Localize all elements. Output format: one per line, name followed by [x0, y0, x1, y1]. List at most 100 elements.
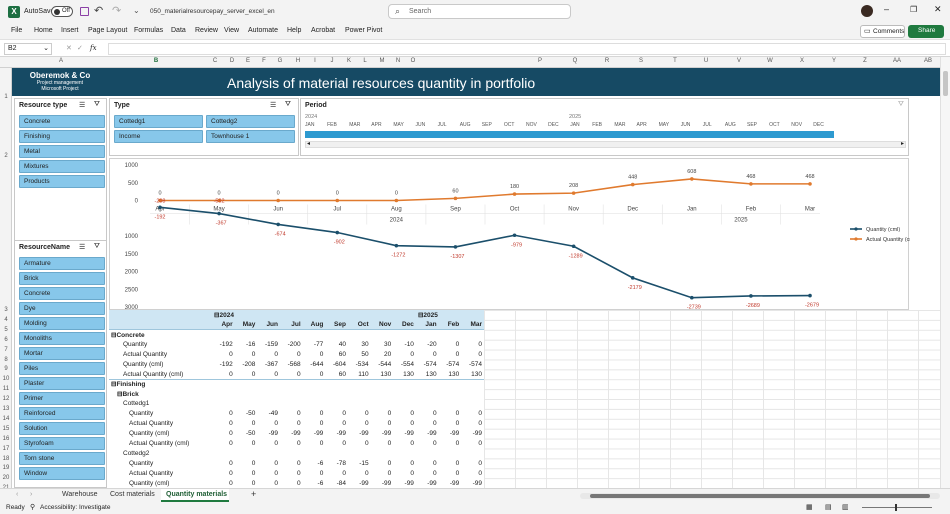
timeline-month[interactable]: OCT	[503, 122, 515, 128]
pivot-value-cell[interactable]: 0	[274, 459, 278, 467]
pivot-year-cell[interactable]: ⊟2024	[214, 311, 234, 319]
slicer-item-finishing[interactable]: Finishing	[19, 130, 105, 143]
pivot-value-cell[interactable]	[302, 329, 326, 340]
file-name[interactable]: 050_materialresourcepay_server_excel_en	[150, 8, 275, 15]
pivot-value-cell[interactable]	[257, 329, 280, 340]
function-icon[interactable]: fx	[90, 44, 97, 52]
column-header[interactable]: V	[736, 58, 741, 64]
pivot-value-cell[interactable]: -20	[427, 341, 437, 349]
pivot-value-cell[interactable]: -99	[449, 479, 460, 487]
slicer-item-dye[interactable]: Dye	[19, 302, 105, 315]
pivot-value-cell[interactable]: -99	[472, 430, 482, 438]
pivot-value-cell[interactable]: -50	[245, 410, 256, 418]
timeline-month[interactable]: FEB	[327, 122, 337, 128]
pivot-value-cell[interactable]: 0	[229, 410, 233, 418]
row-header[interactable]: 18	[2, 455, 10, 462]
pivot-value-cell[interactable]	[303, 399, 326, 409]
timeline-period[interactable]: Period ⛛ 2024 2025 JAN FEB MAR APR MAY JUN JUL…	[300, 98, 909, 156]
timeline-month[interactable]: APR	[371, 122, 382, 128]
pivot-value-cell[interactable]	[325, 448, 348, 458]
tab-file[interactable]: File	[11, 27, 23, 34]
tab-power-pivot[interactable]: Power Pivot	[345, 27, 383, 34]
pivot-value-cell[interactable]	[348, 448, 371, 458]
column-header[interactable]: L	[363, 58, 367, 64]
pivot-value-cell[interactable]	[416, 389, 439, 399]
timeline-scrollbar[interactable]: ◂ ▸	[305, 141, 906, 148]
pivot-value-cell[interactable]	[302, 378, 326, 390]
pivot-row-label[interactable]: Actual Quantity	[129, 469, 174, 477]
pivot-value-cell[interactable]	[234, 378, 258, 390]
slicer-resource-name[interactable]: ResourceName ☰ ⛛ Armature Brick Concrete Dy…	[14, 240, 107, 488]
pivot-value-cell[interactable]: 0	[432, 351, 437, 358]
pivot-value-cell[interactable]: 0	[319, 440, 324, 448]
timeline-month[interactable]: DEC	[548, 122, 559, 128]
redo-icon[interactable]: ↷	[112, 5, 122, 17]
pivot-value-cell[interactable]: -554	[400, 360, 414, 368]
pivot-value-cell[interactable]: -99	[427, 430, 437, 438]
pivot-value-cell[interactable]: 0	[229, 479, 233, 487]
timeline-month[interactable]: MAR	[349, 122, 361, 128]
pivot-value-cell[interactable]: 0	[297, 459, 301, 467]
row-header[interactable]: 1	[4, 94, 8, 100]
timeline-month[interactable]: JUN	[415, 122, 426, 128]
pivot-value-cell[interactable]: 0	[229, 370, 233, 378]
pivot-value-cell[interactable]	[438, 329, 462, 340]
timeline-bar[interactable]	[305, 131, 834, 138]
timeline-month[interactable]: OCT	[769, 122, 780, 128]
timeline-month[interactable]: JUL	[702, 122, 712, 128]
column-header[interactable]: K	[346, 58, 351, 64]
pivot-value-cell[interactable]: 0	[297, 410, 301, 418]
pivot-value-cell[interactable]	[371, 399, 394, 409]
pivot-value-cell[interactable]	[415, 378, 439, 390]
tab-home[interactable]: Home	[34, 27, 53, 34]
slicer-item-reinforced[interactable]: Reinforced	[19, 407, 105, 420]
pivot-value-cell[interactable]: 0	[455, 410, 460, 418]
pivot-year-cell[interactable]	[371, 310, 394, 320]
pivot-value-cell[interactable]: 0	[432, 469, 437, 477]
pivot-value-cell[interactable]: 30	[384, 341, 392, 349]
pivot-value-cell[interactable]: 0	[365, 440, 369, 448]
slicer-item-monoliths[interactable]: Monoliths	[19, 332, 105, 345]
timeline-month[interactable]: AUG	[459, 122, 471, 128]
column-header[interactable]: C	[212, 58, 218, 64]
pivot-value-cell[interactable]: 0	[432, 410, 437, 418]
tab-review[interactable]: Review	[195, 27, 218, 34]
pivot-value-cell[interactable]: 0	[297, 479, 301, 487]
pivot-value-cell[interactable]: 0	[274, 351, 278, 358]
pivot-value-cell[interactable]: -99	[472, 479, 482, 487]
timeline-month[interactable]: NOV	[791, 122, 803, 128]
horizontal-scrollbar[interactable]	[580, 493, 940, 499]
close-icon[interactable]: ✕	[934, 4, 942, 14]
pivot-value-cell[interactable]	[370, 378, 394, 390]
pivot-value-cell[interactable]: 0	[297, 440, 301, 448]
pivot-value-cell[interactable]: 0	[455, 440, 460, 448]
pivot-year-cell[interactable]	[461, 310, 484, 320]
column-header[interactable]: P	[537, 58, 542, 64]
pivot-value-cell[interactable]: 0	[319, 410, 324, 418]
column-header[interactable]: S	[638, 58, 643, 64]
pivot-value-cell[interactable]	[416, 448, 439, 458]
pivot-month-header[interactable]: Sep	[334, 321, 346, 329]
pivot-value-cell[interactable]	[212, 389, 235, 399]
page-break-icon[interactable]: ▥	[842, 504, 849, 511]
pivot-value-cell[interactable]: 0	[297, 351, 301, 358]
timeline-month[interactable]: SEP	[481, 122, 492, 128]
pivot-year-cell[interactable]	[280, 310, 303, 320]
slicer-item-concrete[interactable]: Concrete	[19, 115, 105, 128]
pivot-value-cell[interactable]	[393, 378, 416, 390]
row-header[interactable]: 13	[2, 406, 10, 412]
pivot-value-cell[interactable]: 0	[229, 351, 233, 358]
pivot-value-cell[interactable]	[235, 389, 258, 399]
quantity-chart[interactable]: 1000 500 0 1000 1500 2000 2500 3000 Apr May Jun Jul…	[109, 158, 910, 311]
pivot-value-cell[interactable]: 130	[403, 370, 414, 378]
pivot-month-header[interactable]: Nov	[379, 321, 392, 329]
pivot-value-cell[interactable]: 0	[319, 370, 324, 378]
pivot-value-cell[interactable]: -644	[310, 360, 324, 368]
pivot-value-cell[interactable]	[371, 389, 394, 399]
pivot-value-cell[interactable]: 130	[425, 370, 437, 378]
pivot-value-cell[interactable]: 0	[297, 420, 301, 428]
column-header[interactable]: I	[314, 58, 316, 64]
pivot-value-cell[interactable]: 0	[229, 420, 233, 428]
pivot-value-cell[interactable]: 0	[365, 420, 369, 428]
pivot-value-cell[interactable]	[212, 378, 235, 390]
